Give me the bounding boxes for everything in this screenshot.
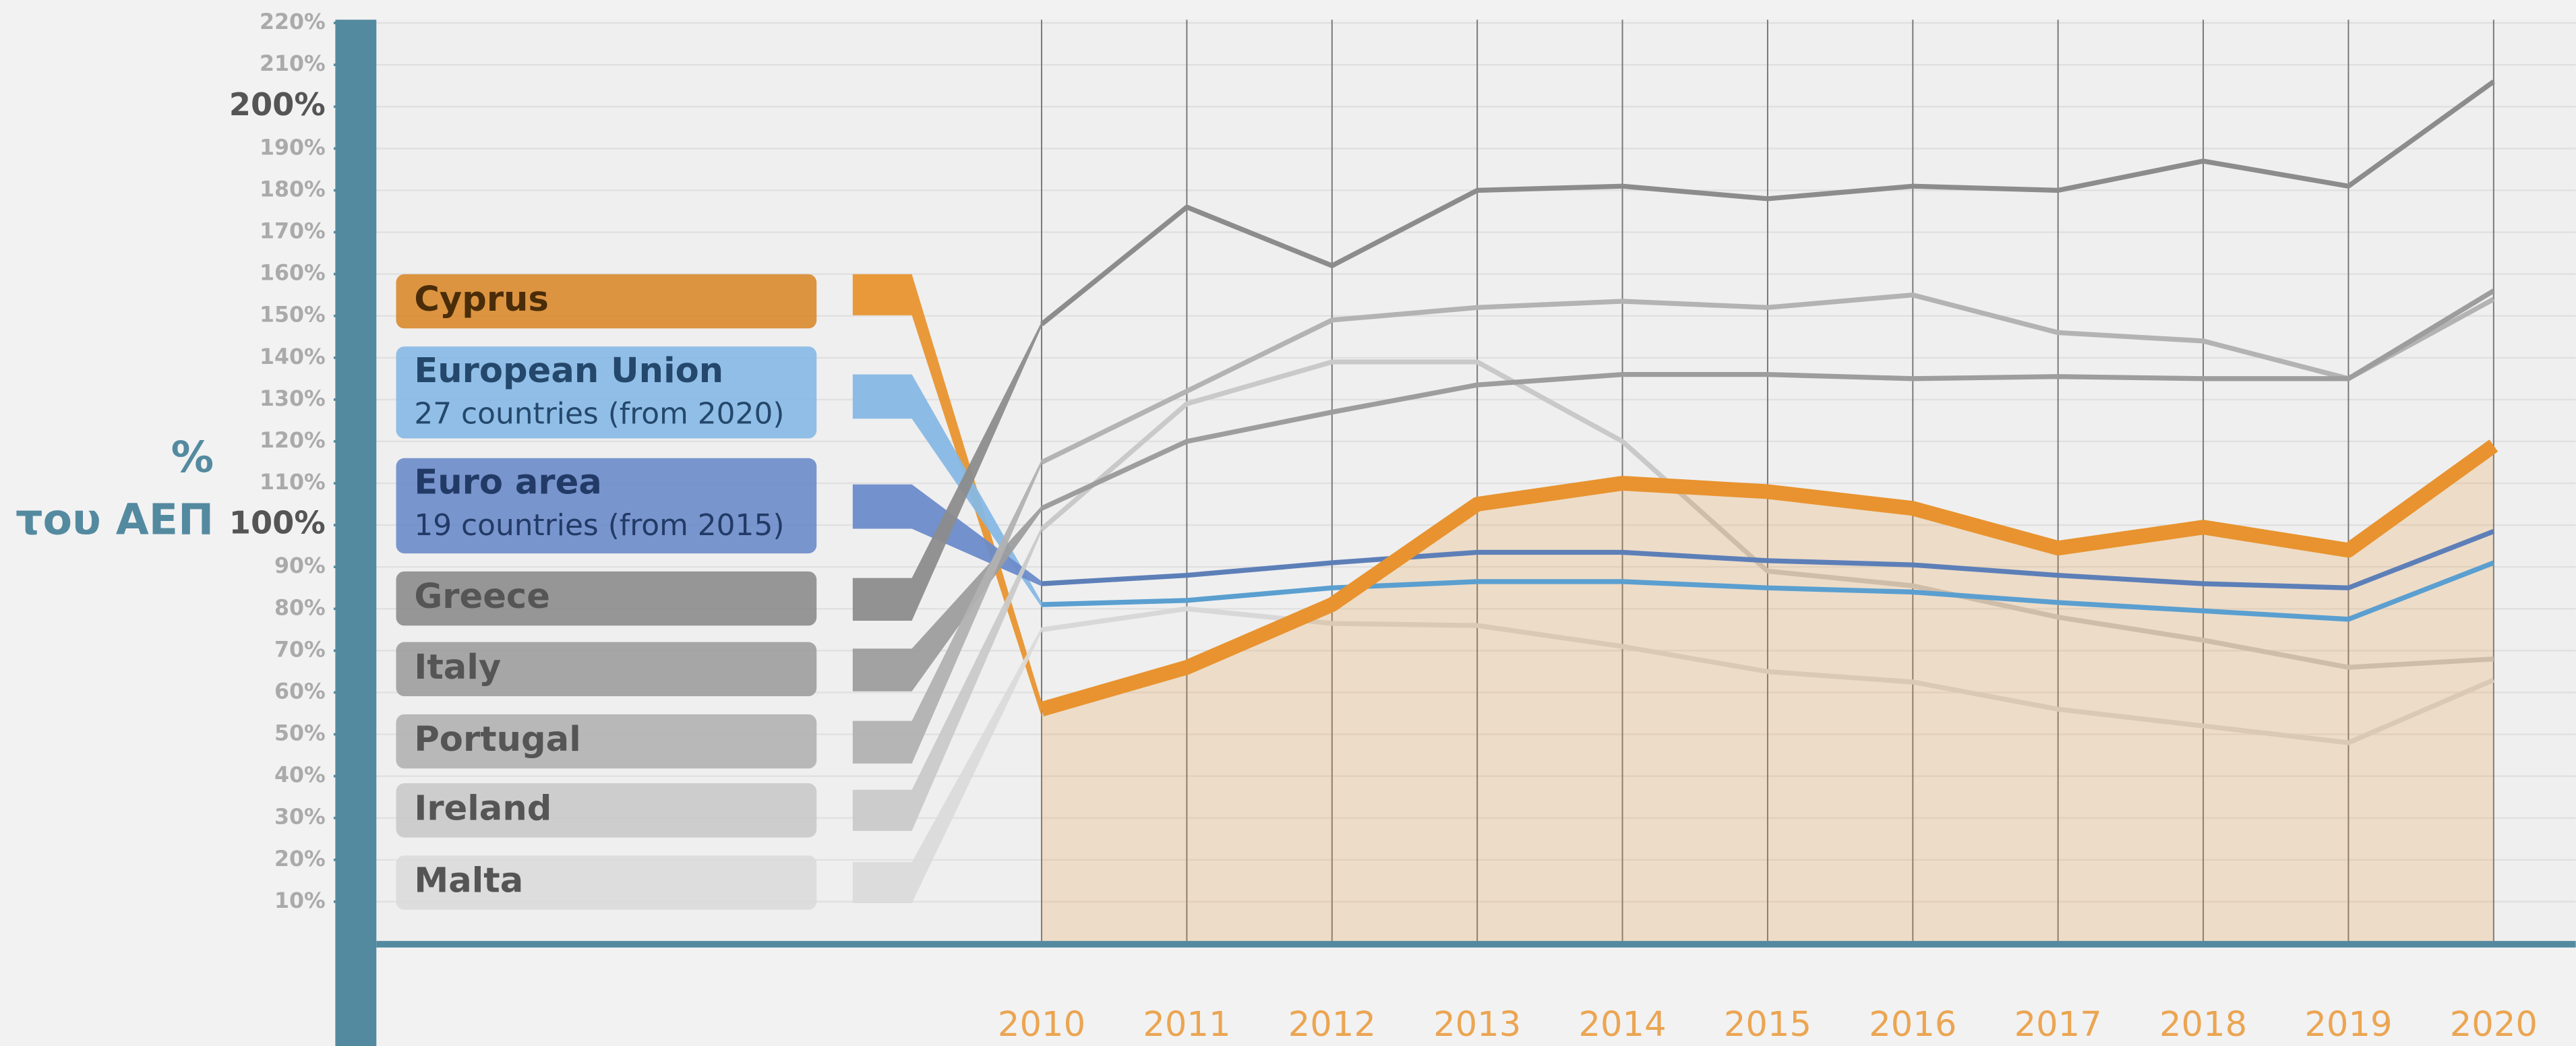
legend-name: Euro area: [414, 463, 602, 503]
legend-name: Cyprus: [414, 280, 549, 319]
y-tick-label: 120%: [260, 429, 326, 453]
x-tick-label: 2012: [1288, 1005, 1376, 1045]
x-tick-label: 2014: [1578, 1005, 1666, 1045]
y-tick-label: 210%: [260, 52, 326, 76]
y-tick-label: 180%: [260, 177, 326, 202]
y-tick-label: 10%: [274, 889, 326, 913]
y-tick-label: 160%: [260, 262, 326, 286]
y-axis-bar: [335, 20, 377, 1046]
y-tick-label: 150%: [260, 303, 326, 328]
legend-box: [396, 714, 817, 769]
legend-box: [396, 783, 817, 838]
legend-name: European Union: [414, 351, 723, 391]
x-tick-label: 2013: [1433, 1005, 1521, 1045]
legend: Cyprus European Union 27 countries (from 2…: [396, 274, 1042, 910]
y-tick-label: 40%: [274, 764, 326, 788]
legend-box: [396, 855, 817, 910]
series-line: [1040, 359, 2494, 670]
lines: [1040, 80, 2498, 944]
x-tick-label: 2019: [2304, 1005, 2392, 1045]
legend-connector: [852, 321, 1042, 621]
legend-name: Ireland: [414, 789, 551, 828]
legend-name: Greece: [414, 577, 550, 617]
x-tick-label: 2017: [2014, 1005, 2102, 1045]
legend-connector: [852, 627, 1042, 904]
legend-name: Malta: [414, 861, 523, 901]
y-tick-label: 220%: [260, 10, 326, 34]
series-line: [1040, 288, 2495, 511]
legend-box: [396, 274, 817, 329]
legend-connector: [852, 526, 1042, 831]
y-tick-label: 100%: [229, 505, 326, 541]
y-tick-label: 80%: [274, 596, 326, 620]
y-tick-label: 20%: [274, 847, 326, 871]
legend-connector: [852, 460, 1042, 764]
x-tick-label: 2018: [2159, 1005, 2247, 1045]
series-line: [1041, 560, 2495, 622]
legend-box: [396, 458, 817, 554]
y-label: %: [171, 432, 214, 482]
y-tick-label: 50%: [274, 722, 326, 746]
y-label: του ΑΕΠ: [16, 494, 214, 544]
legend-note: 27 countries (from 2020): [414, 396, 784, 431]
x-tick-label: 2010: [998, 1005, 1085, 1045]
legend-box: [396, 571, 817, 626]
legend-box: [396, 346, 817, 439]
y-tick-label: 130%: [260, 387, 326, 411]
y-tick-label: 110%: [260, 470, 326, 495]
series-line: [1040, 439, 2498, 716]
y-tick-label: 190%: [260, 135, 326, 160]
legend-connector: [852, 374, 1042, 607]
x-tick-label: 2015: [1724, 1005, 1811, 1045]
legend-box: [396, 642, 817, 697]
cyprus-area: [1042, 445, 2494, 944]
y-tick-label: 30%: [274, 805, 326, 830]
y-tick-label: 60%: [274, 679, 326, 704]
y-tick-label: 200%: [229, 86, 326, 123]
legend-connector: [852, 505, 1042, 691]
y-tick-label: 70%: [274, 638, 326, 662]
series-line: [1041, 529, 2495, 590]
legend-name: Italy: [414, 648, 501, 687]
x-tick-label: 2011: [1143, 1005, 1230, 1045]
legend-note: 19 countries (from 2015): [414, 508, 784, 543]
y-tick-label: 90%: [274, 554, 326, 578]
legend-name: Portugal: [414, 720, 580, 760]
y-tick-label: 170%: [260, 220, 326, 244]
x-tick-label: 2016: [1869, 1005, 1956, 1045]
x-tick-label: 2020: [2450, 1005, 2538, 1045]
series-line: [1040, 80, 2495, 326]
series-line: [1040, 293, 2495, 465]
y-tick-label: 140%: [260, 345, 326, 369]
